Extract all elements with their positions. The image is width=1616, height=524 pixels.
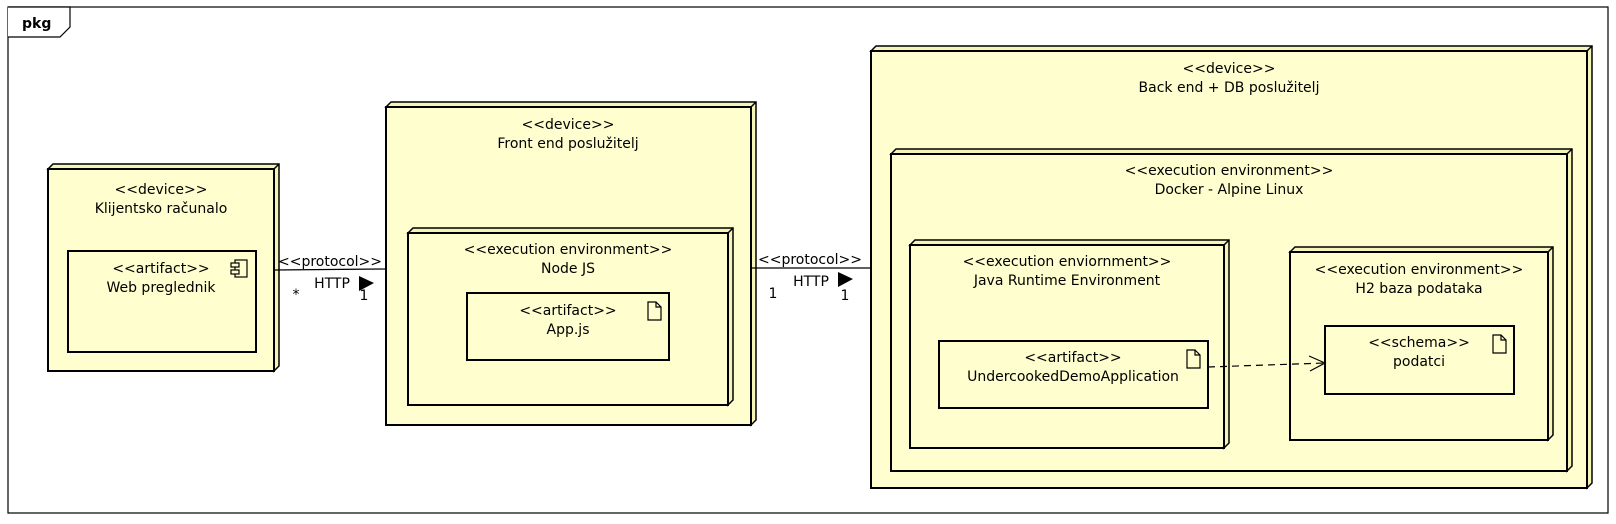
nodejs-stereotype: <<execution environment>> xyxy=(464,242,673,258)
podatci-stereotype: <<schema>> xyxy=(1368,335,1470,351)
dependency-line xyxy=(1207,362,1326,368)
connection-frontend-backend[interactable]: <<protocol>> HTTP 1 1 xyxy=(751,252,871,304)
connection-line xyxy=(273,268,387,271)
document-icon xyxy=(1186,349,1201,369)
connection-stereotype: <<protocol>> xyxy=(278,254,382,270)
jre-name: Java Runtime Environment xyxy=(973,273,1161,289)
docker-name: Docker - Alpine Linux xyxy=(1155,182,1304,198)
document-icon xyxy=(647,301,662,321)
direction-arrow-icon xyxy=(359,276,374,291)
artifact-app-js[interactable]: <<artifact>> App.js xyxy=(466,292,670,361)
target-multiplicity: 1 xyxy=(360,288,369,304)
backend-name: Back end + DB poslužitelj xyxy=(1139,80,1320,96)
document-icon xyxy=(1492,334,1507,354)
dependency-demoapp-podatci[interactable] xyxy=(1207,355,1327,372)
browser-name: Web preglednik xyxy=(106,280,216,296)
source-multiplicity: * xyxy=(293,287,300,303)
client-name: Klijentsko računalo xyxy=(95,201,228,217)
frontend-stereotype: <<device>> xyxy=(522,117,615,133)
frame-tag: pkg xyxy=(22,16,51,32)
direction-arrow-icon xyxy=(838,272,853,287)
schema-podatci[interactable]: <<schema>> podatci xyxy=(1324,325,1515,395)
artifact-undercooked-demo-application[interactable]: <<artifact>> UndercookedDemoApplication xyxy=(938,340,1209,409)
target-multiplicity: 1 xyxy=(841,288,850,304)
docker-stereotype: <<execution environment>> xyxy=(1125,163,1334,179)
appjs-name: App.js xyxy=(547,322,590,338)
frontend-name: Front end poslužitelj xyxy=(497,136,638,152)
h2-name: H2 baza podataka xyxy=(1355,281,1482,297)
h2-stereotype: <<execution environment>> xyxy=(1315,262,1524,278)
podatci-name: podatci xyxy=(1393,354,1445,370)
open-arrow-icon xyxy=(1308,355,1327,372)
component-icon xyxy=(230,259,248,278)
connection-label: HTTP xyxy=(314,276,350,292)
client-stereotype: <<device>> xyxy=(115,182,208,198)
connection-client-frontend[interactable]: <<protocol>> HTTP * 1 xyxy=(273,254,387,304)
browser-stereotype: <<artifact>> xyxy=(112,261,209,277)
jre-stereotype: <<execution enviornment>> xyxy=(963,254,1172,270)
backend-stereotype: <<device>> xyxy=(1183,61,1276,77)
artifact-web-preglednik[interactable]: <<artifact>> Web preglednik xyxy=(67,250,257,353)
nodejs-name: Node JS xyxy=(541,261,595,277)
demoapp-name: UndercookedDemoApplication xyxy=(967,369,1179,385)
connection-label: HTTP xyxy=(793,274,829,290)
connection-stereotype: <<protocol>> xyxy=(758,252,862,268)
source-multiplicity: 1 xyxy=(769,286,778,302)
appjs-stereotype: <<artifact>> xyxy=(519,303,616,319)
demoapp-stereotype: <<artifact>> xyxy=(1024,350,1121,366)
